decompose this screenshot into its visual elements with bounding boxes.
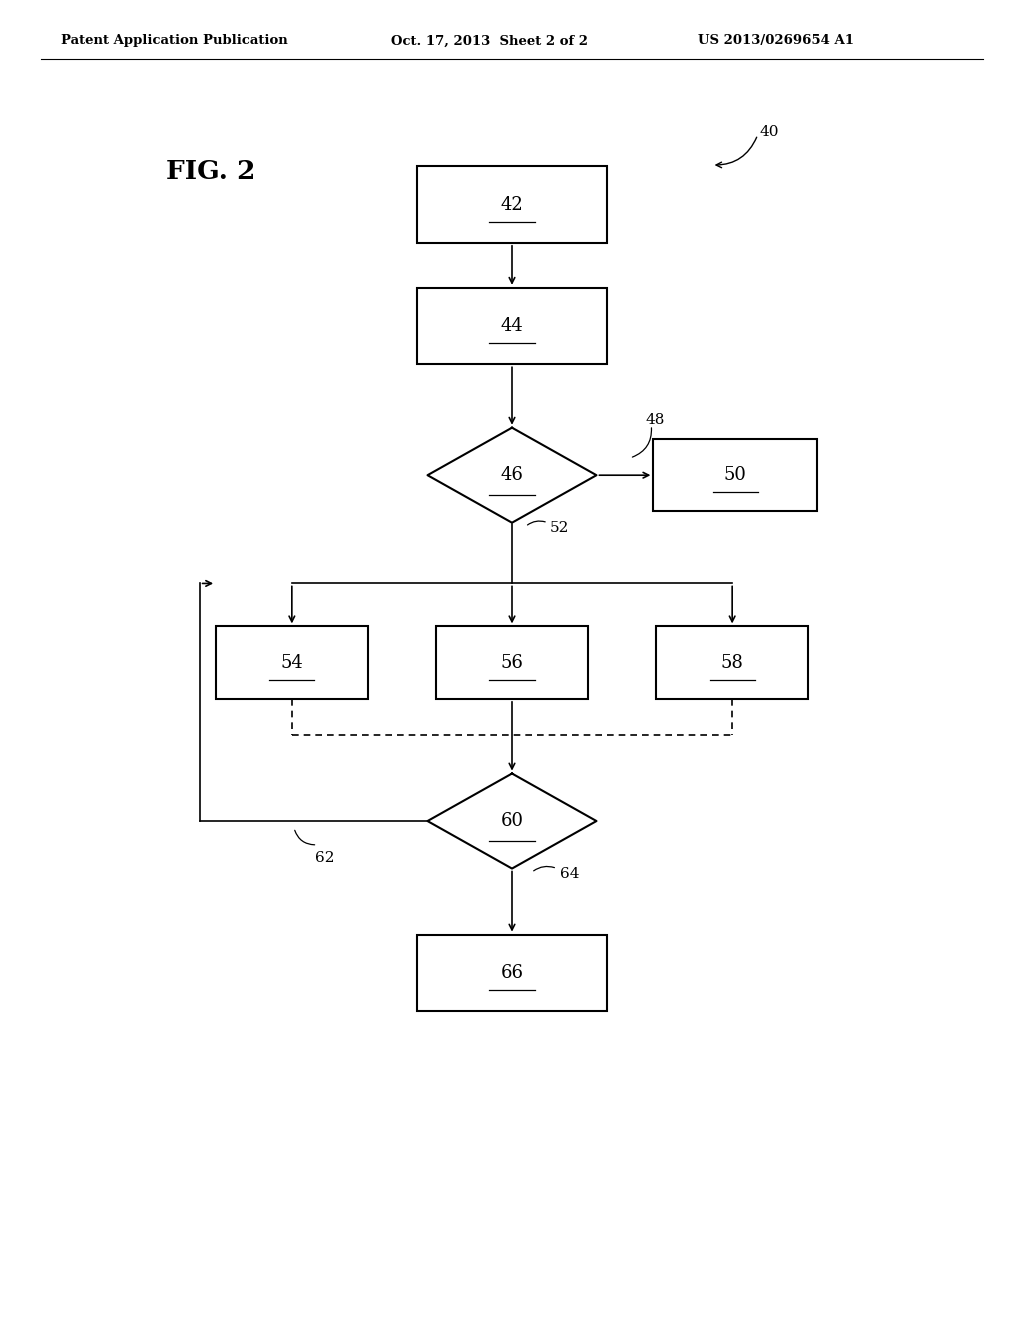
Bar <box>216 627 368 700</box>
Text: 42: 42 <box>501 195 523 214</box>
Text: 40: 40 <box>760 125 779 139</box>
Text: 50: 50 <box>724 466 746 484</box>
Polygon shape <box>428 774 596 869</box>
Text: 58: 58 <box>721 653 743 672</box>
Text: US 2013/0269654 A1: US 2013/0269654 A1 <box>698 34 854 48</box>
Text: FIG. 2: FIG. 2 <box>166 160 255 183</box>
Text: 60: 60 <box>501 812 523 830</box>
Text: 52: 52 <box>550 521 569 535</box>
Text: 66: 66 <box>501 964 523 982</box>
Bar <box>653 438 817 511</box>
Text: Patent Application Publication: Patent Application Publication <box>61 34 288 48</box>
Text: 54: 54 <box>281 653 303 672</box>
Text: Oct. 17, 2013  Sheet 2 of 2: Oct. 17, 2013 Sheet 2 of 2 <box>391 34 588 48</box>
Polygon shape <box>428 428 596 523</box>
Bar <box>418 288 606 364</box>
Bar <box>656 627 808 700</box>
Text: 62: 62 <box>315 851 335 865</box>
Text: 64: 64 <box>560 867 580 880</box>
Text: 46: 46 <box>501 466 523 484</box>
Text: 44: 44 <box>501 317 523 335</box>
Bar <box>418 935 606 1011</box>
Text: 56: 56 <box>501 653 523 672</box>
Text: 48: 48 <box>645 413 665 426</box>
Bar <box>436 627 588 700</box>
Bar <box>418 166 606 243</box>
